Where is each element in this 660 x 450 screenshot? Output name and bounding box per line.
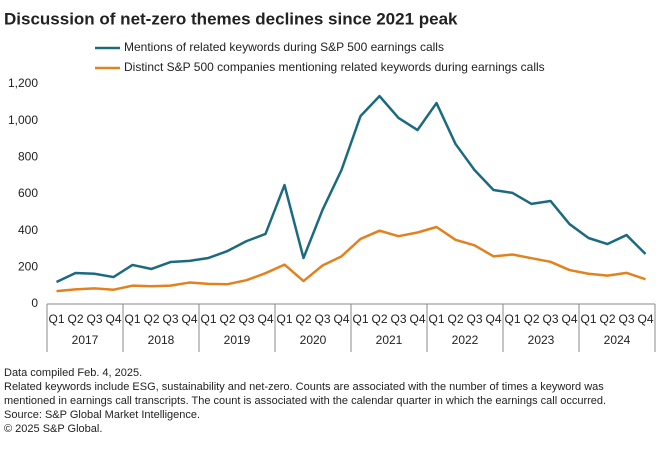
chart: Discussion of net-zero themes declines s… (4, 9, 656, 352)
x-tick-label: Q1 (276, 312, 292, 326)
x-tick-label: Q3 (542, 312, 558, 326)
note: Source: S&P Global Market Intelligence. (4, 409, 201, 421)
legend-label: Distinct S&P 500 companies mentioning re… (124, 60, 545, 74)
x-tick-label: Q4 (333, 312, 349, 326)
y-tick-label: 1,200 (8, 76, 38, 90)
x-tick-label: Q3 (238, 312, 254, 326)
series-line (56, 225, 646, 293)
year-label: 2019 (224, 333, 251, 347)
x-tick-label: Q4 (409, 312, 425, 326)
x-tick-label: Q1 (428, 312, 444, 326)
year-label: 2022 (452, 333, 479, 347)
x-tick-label: Q3 (162, 312, 178, 326)
x-tick-label: Q1 (48, 312, 64, 326)
x-tick-label: Q4 (485, 312, 501, 326)
x-tick-label: Q3 (86, 312, 102, 326)
x-tick-label: Q2 (523, 312, 539, 326)
legend-label: Mentions of related keywords during S&P … (124, 40, 444, 54)
x-tick-label: Q2 (143, 312, 159, 326)
year-label: 2020 (300, 333, 327, 347)
x-tick-label: Q4 (257, 312, 273, 326)
y-tick-label: 800 (18, 150, 38, 164)
x-tick-label: Q2 (67, 312, 83, 326)
series-line (55, 94, 647, 284)
x-tick-label: Q2 (371, 312, 387, 326)
x-tick-label: Q2 (295, 312, 311, 326)
x-tick-label: Q1 (200, 312, 216, 326)
x-tick-label: Q1 (504, 312, 520, 326)
x-tick-label: Q2 (599, 312, 615, 326)
x-tick-label: Q3 (314, 312, 330, 326)
y-tick-label: 600 (18, 186, 38, 200)
year-label: 2021 (376, 333, 403, 347)
note: Related keywords include ESG, sustainabi… (4, 381, 607, 407)
x-tick-label: Q2 (219, 312, 235, 326)
x-tick-label: Q4 (105, 312, 121, 326)
x-tick-label: Q3 (390, 312, 406, 326)
year-label: 2018 (148, 333, 175, 347)
note: Data compiled Feb. 4, 2025. (4, 367, 143, 379)
x-tick-label: Q4 (637, 312, 653, 326)
x-tick-label: Q4 (181, 312, 197, 326)
x-tick-label: Q2 (447, 312, 463, 326)
x-tick-label: Q1 (352, 312, 368, 326)
notes: Data compiled Feb. 4, 2025. Related keywo… (4, 366, 654, 436)
year-label: 2023 (528, 333, 555, 347)
x-tick-label: Q4 (561, 312, 577, 326)
y-tick-label: 200 (18, 260, 38, 274)
y-tick-label: 400 (18, 223, 38, 237)
chart-title: Discussion of net-zero themes declines s… (4, 9, 458, 28)
y-tick-label: 1,000 (8, 113, 38, 127)
x-tick-label: Q3 (466, 312, 482, 326)
x-tick-label: Q3 (618, 312, 634, 326)
x-tick-label: Q1 (124, 312, 140, 326)
year-label: 2017 (72, 333, 99, 347)
y-tick-label: 0 (31, 296, 38, 310)
note: © 2025 S&P Global. (4, 423, 103, 435)
year-label: 2024 (604, 333, 631, 347)
x-tick-label: Q1 (580, 312, 596, 326)
